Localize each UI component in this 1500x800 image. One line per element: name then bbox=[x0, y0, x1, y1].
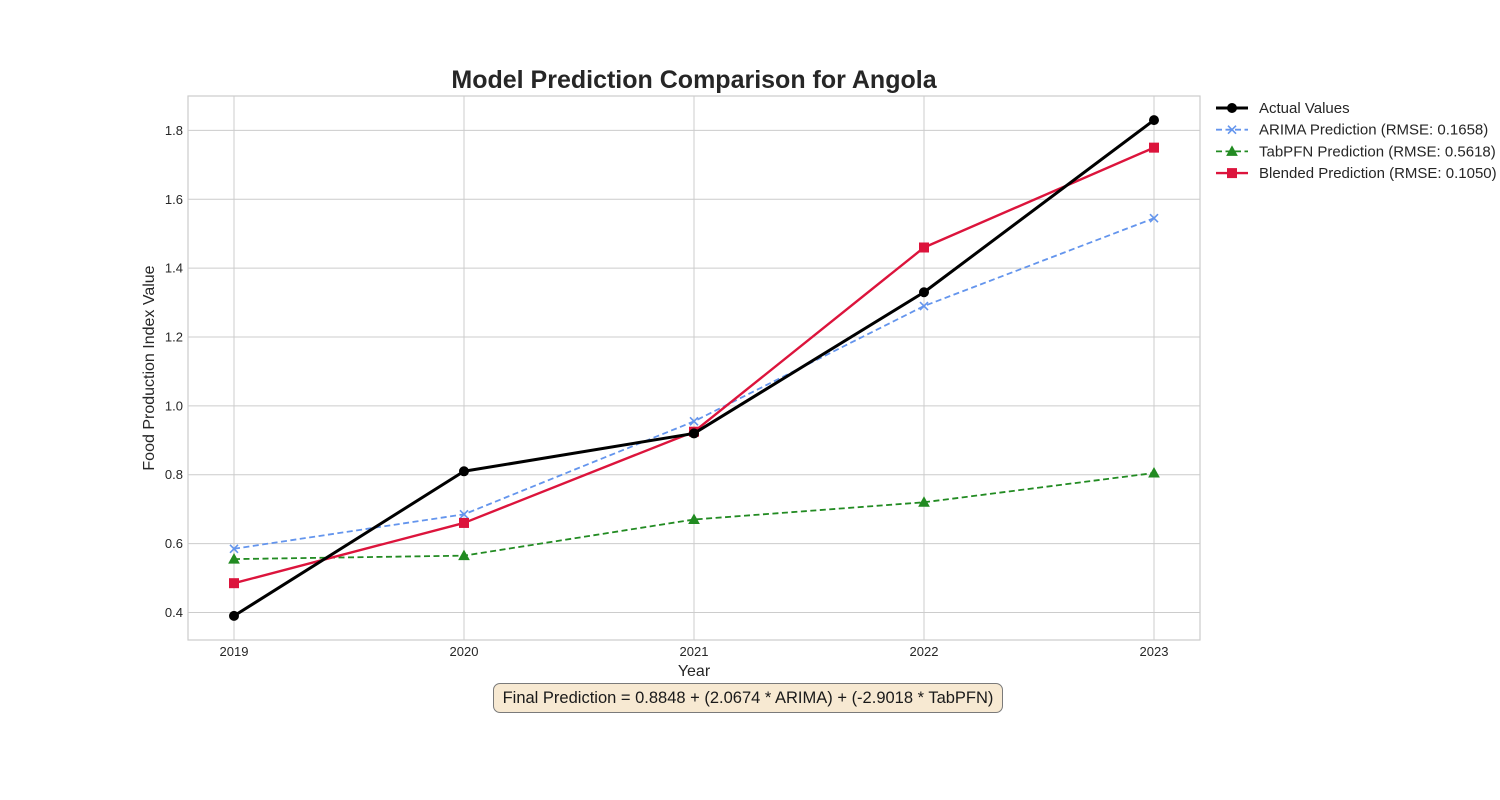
formula-annotation: Final Prediction = 0.8848 + (2.0674 * AR… bbox=[493, 683, 1003, 713]
legend-label: Actual Values bbox=[1259, 100, 1350, 117]
data-point bbox=[229, 578, 239, 589]
data-point bbox=[1148, 466, 1160, 478]
data-point bbox=[919, 287, 929, 298]
series-1 bbox=[229, 213, 1159, 554]
data-point bbox=[459, 466, 469, 477]
data-point bbox=[689, 416, 699, 426]
legend-item: ARIMA Prediction (RMSE: 0.1658) bbox=[1216, 122, 1488, 139]
legend-label: TabPFN Prediction (RMSE: 0.5618) bbox=[1259, 143, 1496, 160]
x-tick-label: 2019 bbox=[220, 644, 249, 659]
data-point bbox=[229, 610, 239, 621]
series-0 bbox=[229, 115, 1159, 621]
y-tick-label: 1.0 bbox=[165, 398, 183, 413]
series-2 bbox=[228, 466, 1160, 564]
legend-marker bbox=[1227, 168, 1237, 179]
x-tick-label: 2021 bbox=[680, 644, 709, 659]
series-line bbox=[233, 472, 1155, 560]
y-tick-label: 0.4 bbox=[165, 605, 183, 620]
y-axis-label: Food Production Index Value bbox=[141, 265, 158, 470]
data-point bbox=[689, 428, 699, 439]
data-point bbox=[1149, 142, 1159, 153]
legend-marker bbox=[1226, 145, 1238, 156]
series-layer bbox=[228, 115, 1160, 621]
x-tick-label: 2020 bbox=[450, 644, 479, 659]
data-point bbox=[229, 544, 239, 554]
legend-item: Actual Values bbox=[1216, 100, 1350, 117]
data-point bbox=[919, 301, 929, 311]
data-point bbox=[1149, 213, 1159, 223]
y-tick-label: 0.8 bbox=[165, 467, 183, 482]
plot-frame bbox=[187, 95, 1201, 641]
legend-marker bbox=[1227, 103, 1237, 113]
x-axis-label: Year bbox=[678, 663, 711, 680]
data-point bbox=[458, 549, 470, 561]
data-point bbox=[918, 496, 930, 507]
data-point bbox=[459, 509, 469, 519]
tick-labels: 2019 2020 2021 2022 2023 0.4 0.6 0.8 1.0 1.2 1.4 1.… bbox=[165, 123, 1169, 659]
y-tick-label: 1.2 bbox=[165, 330, 183, 345]
y-tick-label: 1.6 bbox=[165, 192, 183, 207]
data-point bbox=[688, 513, 700, 524]
legend-label: Blended Prediction (RMSE: 0.1050) bbox=[1259, 165, 1497, 182]
x-tick-label: 2022 bbox=[910, 644, 939, 659]
x-tick-label: 2023 bbox=[1140, 644, 1169, 659]
data-point bbox=[919, 242, 929, 253]
y-tick-label: 1.4 bbox=[165, 261, 183, 276]
legend-item: TabPFN Prediction (RMSE: 0.5618) bbox=[1216, 143, 1496, 160]
grid bbox=[188, 96, 1200, 640]
legend-item: Blended Prediction (RMSE: 0.1050) bbox=[1216, 165, 1497, 182]
y-tick-label: 1.8 bbox=[165, 123, 183, 138]
legend-marker bbox=[1227, 125, 1237, 135]
data-point bbox=[1149, 115, 1159, 126]
legend: Actual Values ARIMA Prediction (RMSE: 0.1… bbox=[1216, 100, 1497, 182]
data-point bbox=[228, 553, 240, 564]
legend-label: ARIMA Prediction (RMSE: 0.1658) bbox=[1259, 122, 1488, 139]
y-tick-label: 0.6 bbox=[165, 536, 183, 551]
chart-title: Model Prediction Comparison for Angola bbox=[451, 66, 937, 94]
data-point bbox=[459, 517, 469, 528]
